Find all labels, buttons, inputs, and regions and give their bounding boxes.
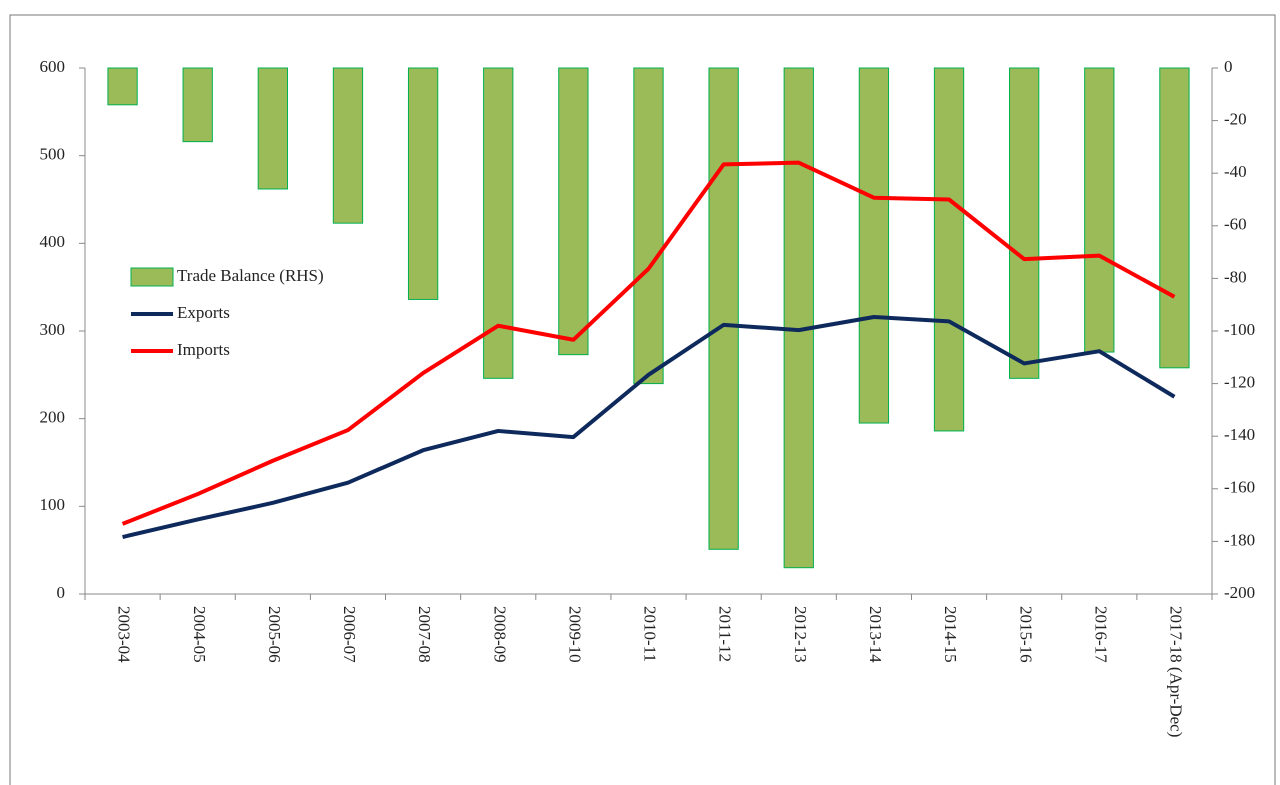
y-tick-label: 200 <box>40 408 66 427</box>
y2-tick-label: 0 <box>1224 57 1233 76</box>
y2-tick-label: -100 <box>1224 320 1255 339</box>
x-tick-label: 2010-11 <box>641 606 660 662</box>
bar <box>107 67 138 106</box>
x-tick-label: 2013-14 <box>866 606 885 663</box>
line <box>121 160 1176 526</box>
bar <box>783 67 814 569</box>
x-tick-label: 2007-08 <box>415 606 434 663</box>
bar <box>257 67 288 190</box>
y-tick-label: 500 <box>40 145 66 164</box>
y2-tick-label: -160 <box>1224 478 1255 497</box>
bar <box>558 67 589 356</box>
legend-label: Imports <box>177 340 230 359</box>
bar <box>1084 67 1115 353</box>
legend-label: Trade Balance (RHS) <box>177 266 324 285</box>
y-tick-label: 600 <box>40 57 66 76</box>
legend-label: Exports <box>177 303 230 322</box>
bar <box>633 67 664 385</box>
y2-tick-label: -20 <box>1224 110 1247 129</box>
line <box>122 314 1176 539</box>
x-tick-label: 2003-04 <box>115 606 134 663</box>
bar <box>332 67 364 224</box>
y2-tick-label: -80 <box>1224 267 1247 286</box>
bar <box>933 67 965 432</box>
y2-tick-label: -180 <box>1224 530 1255 549</box>
x-tick-label: 2016-17 <box>1091 606 1110 663</box>
y-tick-label: 0 <box>57 583 66 602</box>
y-tick-label: 400 <box>40 232 66 251</box>
bar <box>1159 67 1190 369</box>
x-tick-label: 2006-07 <box>340 606 359 663</box>
bar <box>1009 67 1040 379</box>
bar <box>858 67 890 424</box>
chart-frame <box>9 14 1276 785</box>
x-tick-label: 2008-09 <box>490 606 509 663</box>
legend-swatch <box>130 267 174 287</box>
bar <box>182 67 213 143</box>
x-tick-label: 2009-10 <box>565 606 584 663</box>
x-tick-label: 2014-15 <box>941 606 960 663</box>
y-tick-label: 100 <box>40 495 66 514</box>
y2-tick-label: -120 <box>1224 373 1255 392</box>
y2-tick-label: -40 <box>1224 162 1247 181</box>
x-tick-label: 2015-16 <box>1016 606 1035 663</box>
x-tick-label: 2005-06 <box>265 606 284 663</box>
y2-tick-label: -60 <box>1224 215 1247 234</box>
x-tick-label: 2011-12 <box>716 606 735 662</box>
x-tick-label: 2017-18 (Apr-Dec) <box>1167 606 1186 737</box>
x-tick-label: 2004-05 <box>190 606 209 663</box>
y-tick-label: 300 <box>40 320 66 339</box>
y2-tick-label: -140 <box>1224 425 1255 444</box>
bar <box>407 67 439 300</box>
bar <box>708 67 739 550</box>
x-tick-label: 2012-13 <box>791 606 810 663</box>
y2-tick-label: -200 <box>1224 583 1255 602</box>
